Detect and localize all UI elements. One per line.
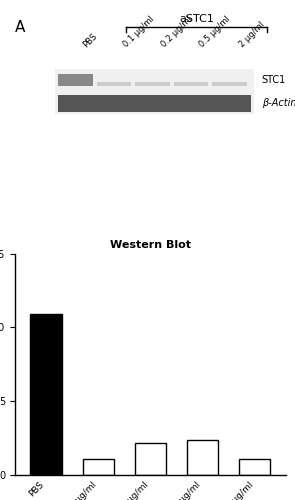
Text: 0.5 μg/ml: 0.5 μg/ml	[198, 14, 232, 49]
Text: 2 μg/ml: 2 μg/ml	[237, 20, 266, 49]
Text: β-Actin: β-Actin	[262, 98, 295, 108]
Bar	[135, 82, 170, 86]
Text: 0.2 μg/ml: 0.2 μg/ml	[160, 14, 194, 49]
Bar	[239, 459, 271, 475]
Bar	[30, 314, 62, 475]
Text: PBS: PBS	[81, 32, 99, 49]
Bar	[58, 74, 93, 86]
Bar	[97, 82, 131, 86]
Text: STC1: STC1	[262, 75, 286, 85]
Title: Western Blot: Western Blot	[110, 240, 191, 250]
Bar	[187, 440, 218, 475]
Text: A: A	[15, 20, 25, 35]
Bar	[212, 82, 247, 86]
Text: aSTC1: aSTC1	[179, 14, 214, 24]
Bar	[83, 459, 114, 475]
Bar	[55, 70, 254, 114]
Bar	[58, 94, 251, 112]
Bar	[174, 82, 209, 86]
Bar	[135, 442, 166, 475]
Text: 0.1 μg/ml: 0.1 μg/ml	[122, 14, 157, 49]
